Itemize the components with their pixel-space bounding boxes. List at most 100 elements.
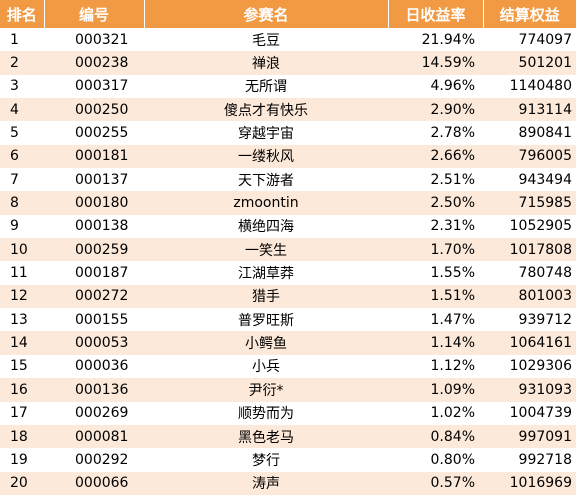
equity-cell: 796005: [518, 148, 572, 165]
table-body: 1 000321 毛豆 21.94% 774097 2 000238 禅浪 14.59% 5012…: [0, 28, 576, 495]
table-row: 9 000138 横绝四海 2.31% 1052905: [0, 214, 576, 239]
rank-cell: 1: [10, 31, 19, 48]
daily-return-cell: 2.51%: [430, 171, 475, 188]
rank-cell: 12: [10, 288, 28, 305]
daily-return-cell: 1.70%: [430, 241, 475, 258]
table-row: 16 000136 尹衍* 1.09% 931093: [0, 378, 576, 402]
daily-return-cell: 2.66%: [430, 148, 475, 165]
rank-cell: 20: [10, 475, 28, 492]
rank-cell: 11: [10, 265, 28, 282]
daily-return-cell: 1.12%: [430, 358, 475, 375]
equity-cell: 801003: [518, 288, 572, 305]
name-cell: 无所谓: [245, 79, 287, 96]
rank-cell: 15: [10, 358, 28, 375]
code-cell: 000238: [75, 55, 129, 72]
code-cell: 000317: [75, 78, 129, 95]
rank-cell: 4: [10, 101, 19, 118]
daily-return-cell: 2.50%: [430, 195, 475, 212]
equity-cell: 715985: [518, 195, 572, 212]
daily-return-cell: 2.78%: [430, 125, 475, 142]
rank-cell: 9: [10, 218, 19, 235]
table-row: 7 000137 天下游者 2.51% 943494: [0, 168, 576, 192]
equity-cell: 890841: [518, 125, 572, 142]
table-row: 6 000181 一缕秋风 2.66% 796005: [0, 144, 576, 169]
rank-cell: 10: [10, 241, 28, 258]
equity-cell: 780748: [518, 265, 572, 282]
daily-return-cell: 1.09%: [430, 381, 475, 398]
code-cell: 000155: [75, 311, 129, 328]
name-cell: 小鳄鱼: [245, 336, 287, 353]
equity-cell: 939712: [518, 311, 572, 328]
name-cell: 傻点才有快乐: [224, 102, 308, 119]
daily-return-cell: 0.80%: [430, 451, 475, 468]
rank-cell: 5: [10, 125, 19, 142]
daily-return-cell: 14.59%: [421, 55, 475, 72]
daily-return-cell: 1.14%: [430, 335, 475, 352]
table-row: 19 000292 梦行 0.80% 992718: [0, 448, 576, 472]
code-cell: 000066: [75, 475, 129, 492]
code-cell: 000259: [75, 241, 129, 258]
equity-cell: 943494: [518, 171, 572, 188]
table-row: 1 000321 毛豆 21.94% 774097: [0, 28, 576, 52]
code-cell: 000036: [75, 358, 129, 375]
name-cell: 横绝四海: [238, 219, 294, 236]
code-cell: 000081: [75, 428, 129, 445]
code-cell: 000136: [75, 381, 129, 398]
daily-return-cell: 0.84%: [430, 428, 475, 445]
code-cell: 000137: [75, 171, 129, 188]
table-row: 2 000238 禅浪 14.59% 501201: [0, 51, 576, 75]
daily-return-cell: 1.02%: [430, 405, 475, 422]
rank-cell: 17: [10, 405, 28, 422]
name-cell: zmoontin: [233, 195, 299, 212]
header-rank: 排名: [0, 0, 45, 28]
name-cell: 小兵: [252, 359, 280, 376]
name-cell: 一笑生: [245, 242, 287, 259]
equity-cell: 931093: [518, 381, 572, 398]
name-cell: 一缕秋风: [238, 149, 294, 166]
header-daily-return: 日收益率: [388, 0, 484, 28]
name-cell: 穿越宇宙: [238, 126, 294, 143]
code-cell: 000269: [75, 405, 129, 422]
table-row: 15 000036 小兵 1.12% 1029306: [0, 354, 576, 379]
equity-cell: 1029306: [509, 358, 572, 375]
name-cell: 涛声: [252, 476, 280, 493]
name-cell: 尹衍*: [248, 382, 284, 399]
rank-cell: 14: [10, 335, 28, 352]
name-cell: 江湖草莽: [238, 266, 294, 283]
daily-return-cell: 21.94%: [421, 31, 475, 48]
rank-cell: 7: [10, 171, 19, 188]
name-cell: 天下游者: [238, 172, 294, 189]
rank-cell: 8: [10, 195, 19, 212]
name-cell: 普罗旺斯: [238, 312, 294, 329]
name-cell: 毛豆: [252, 32, 280, 49]
equity-cell: 1004739: [509, 405, 572, 422]
header-row: 排名 编号 参赛名 日收益率 结算权益: [0, 0, 576, 28]
code-cell: 000138: [75, 218, 129, 235]
equity-cell: 997091: [518, 428, 572, 445]
table-row: 18 000081 黑色老马 0.84% 997091: [0, 424, 576, 449]
code-cell: 000187: [75, 265, 129, 282]
daily-return-cell: 4.96%: [430, 78, 475, 95]
rank-cell: 2: [10, 55, 19, 72]
table-row: 5 000255 穿越宇宙 2.78% 890841: [0, 121, 576, 145]
equity-cell: 501201: [518, 55, 572, 72]
rank-cell: 3: [10, 78, 19, 95]
name-cell: 禅浪: [252, 56, 280, 73]
equity-cell: 1017808: [509, 241, 572, 258]
code-cell: 000250: [75, 101, 129, 118]
code-cell: 000053: [75, 335, 129, 352]
table-row: 14 000053 小鳄鱼 1.14% 1064161: [0, 331, 576, 355]
equity-cell: 1064161: [509, 335, 572, 352]
table-row: 4 000250 傻点才有快乐 2.90% 913114: [0, 98, 576, 122]
name-cell: 黑色老马: [238, 429, 294, 446]
rank-cell: 13: [10, 311, 28, 328]
equity-cell: 992718: [518, 451, 572, 468]
header-name: 参赛名: [144, 0, 389, 28]
equity-cell: 1016969: [509, 475, 572, 492]
header-code: 编号: [44, 0, 145, 28]
daily-return-cell: 1.55%: [430, 265, 475, 282]
daily-return-cell: 2.90%: [430, 101, 475, 118]
table-row: 11 000187 江湖草莽 1.55% 780748: [0, 261, 576, 285]
code-cell: 000181: [75, 148, 129, 165]
